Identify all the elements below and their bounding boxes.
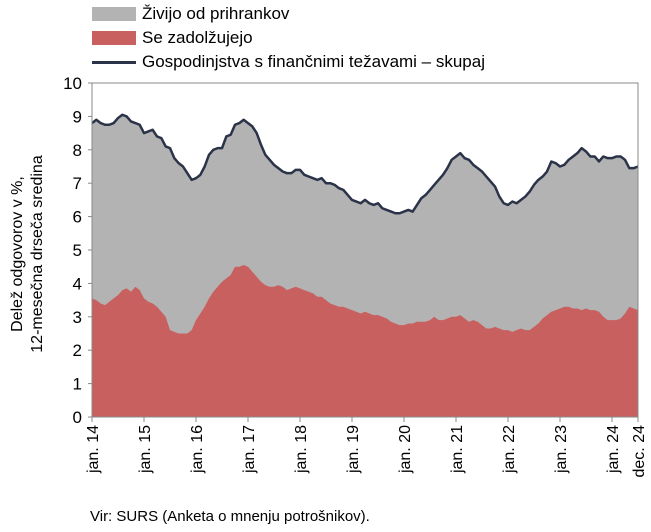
y-tick-label: 8	[73, 141, 82, 160]
source-note: Vir: SURS (Anketa o mnenju potrošnikov).	[90, 508, 370, 525]
plot-area	[91, 82, 639, 418]
area-borrowing	[92, 265, 638, 417]
y-tick-label: 1	[73, 375, 82, 394]
x-tick-label: dec. 24	[631, 425, 648, 478]
x-tick-label: jan. 20	[397, 425, 414, 474]
x-tick-label: jan. 19	[345, 425, 362, 474]
x-tick-label: jan. 16	[189, 425, 206, 474]
x-tick-label: jan. 22	[501, 425, 518, 474]
y-tick-label: 3	[73, 308, 82, 327]
y-tick-label: 0	[73, 408, 82, 427]
y-axis-title-line1: Delež odgovorov v %,	[9, 176, 26, 332]
legend-item-borrowing: Se zadolžujejo	[92, 26, 485, 50]
x-tick-label: jan. 14	[85, 425, 102, 474]
x-tick-label: jan. 21	[449, 425, 466, 474]
legend-item-total: Gospodinjstva s finančnimi težavami – sk…	[92, 50, 485, 74]
legend-swatch-borrowing	[92, 31, 136, 45]
x-tick-label: jan. 18	[293, 425, 310, 474]
y-tick-label: 7	[73, 174, 82, 193]
legend-item-savings: Živijo od prihrankov	[92, 2, 485, 26]
legend-swatch-total	[92, 60, 136, 64]
legend: Živijo od prihrankov Se zadolžujejo Gosp…	[92, 2, 485, 74]
y-tick-label: 9	[73, 107, 82, 126]
y-tick-label: 4	[73, 274, 82, 293]
legend-label-savings: Živijo od prihrankov	[142, 4, 290, 23]
legend-label-borrowing: Se zadolžujejo	[142, 28, 253, 47]
y-tick-label: 6	[73, 208, 82, 227]
x-tick-label: jan. 23	[553, 425, 570, 474]
x-tick-label: jan. 17	[241, 425, 258, 474]
y-tick-label: 5	[73, 241, 82, 260]
axes: 0 1 2 3 4 5 6 7 8 9 10 jan. 14 jan. 15 jan. 16 jan. 17…	[63, 74, 648, 477]
y-tick-label: 10	[63, 74, 82, 93]
x-tick-label: jan. 24	[605, 425, 622, 474]
legend-label-total: Gospodinjstva s finančnimi težavami – sk…	[142, 52, 485, 71]
y-axis-title-line2: 12-mesečna drseča sredina	[29, 155, 46, 353]
legend-swatch-savings	[92, 7, 136, 21]
y-axis-title: Delež odgovorov v %, 12-mesečna drseča s…	[8, 74, 48, 434]
line-total	[91, 113, 639, 215]
y-tick-label: 2	[73, 341, 82, 360]
x-tick-label: jan. 15	[137, 425, 154, 474]
